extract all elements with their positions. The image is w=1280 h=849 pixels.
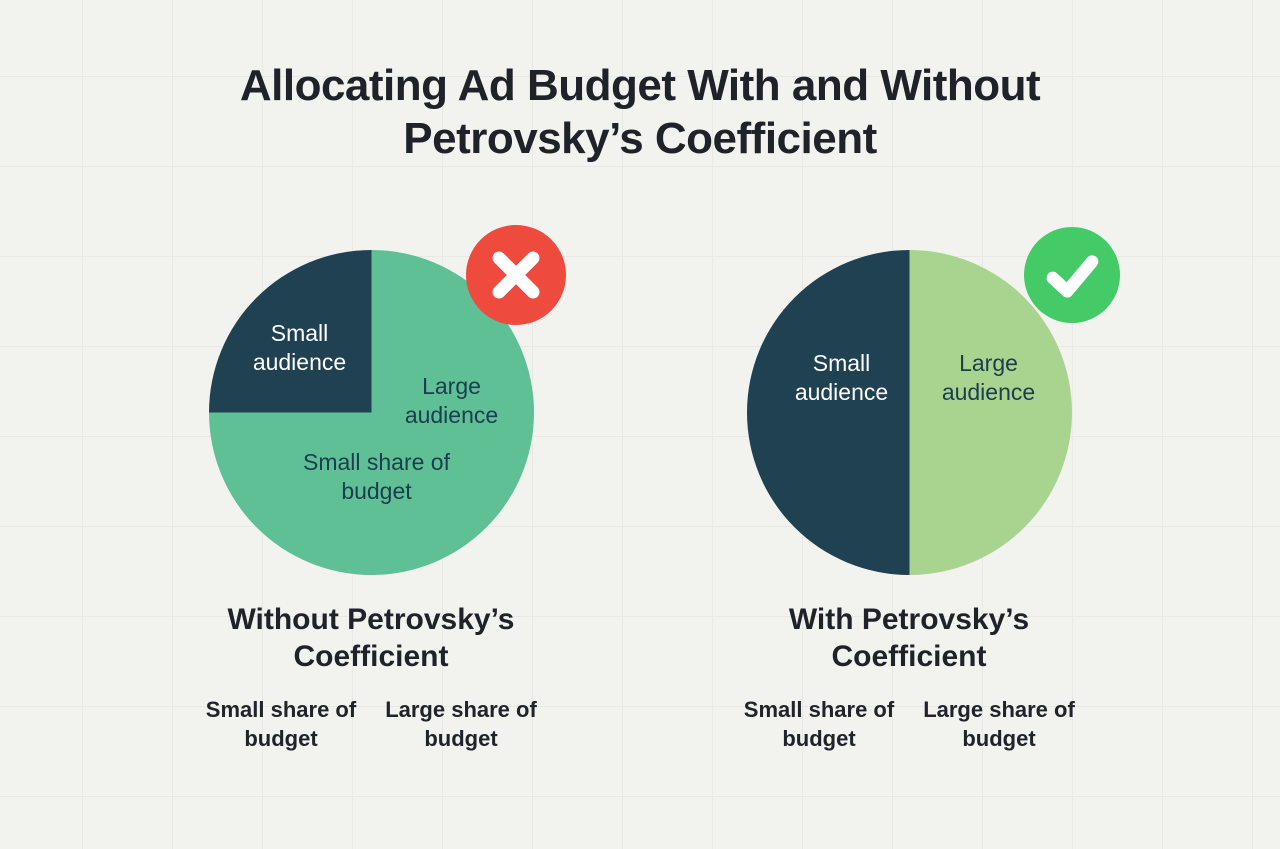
slice-label-small-audience: Small audience [252, 319, 347, 376]
pie-wrap-without: Small audience Large audience Small shar… [208, 224, 566, 575]
cross-icon [465, 224, 566, 325]
chart-block-without: Small audience Large audience Small shar… [140, 224, 602, 753]
success-badge [1023, 226, 1120, 323]
chart-caption-with: With Petrovsky’s Coefficient [788, 602, 1030, 673]
pie-wrap-with: Small audience Large audience [746, 226, 1120, 575]
slice-label-large-audience: Large audience [941, 349, 1036, 406]
chart-caption-without: Without Petrovsky’s Coefficient [227, 602, 515, 673]
error-badge [465, 224, 566, 325]
check-icon [1023, 226, 1120, 323]
legend-item-large-share: Large share of budget [385, 696, 537, 751]
page-title: Allocating Ad Budget With and Without Pe… [239, 61, 1041, 163]
legend-with: Small share of budget Large share of bud… [743, 695, 1075, 753]
chart-block-with: Small audience Large audience With Petro… [678, 226, 1140, 753]
slice-label-small-audience: Small audience [794, 349, 889, 406]
legend-item-large-share: Large share of budget [923, 696, 1075, 751]
slice-sublabel-small-share: Small share of budget [302, 448, 450, 505]
pie-chart-with [746, 249, 1072, 575]
slice-label-large-audience: Large audience [404, 372, 499, 429]
legend-item-small-share: Small share of budget [743, 696, 895, 751]
charts-row: Small audience Large audience Small shar… [0, 224, 1280, 753]
legend-without: Small share of budget Large share of bud… [205, 695, 537, 753]
legend-item-small-share: Small share of budget [205, 696, 357, 751]
